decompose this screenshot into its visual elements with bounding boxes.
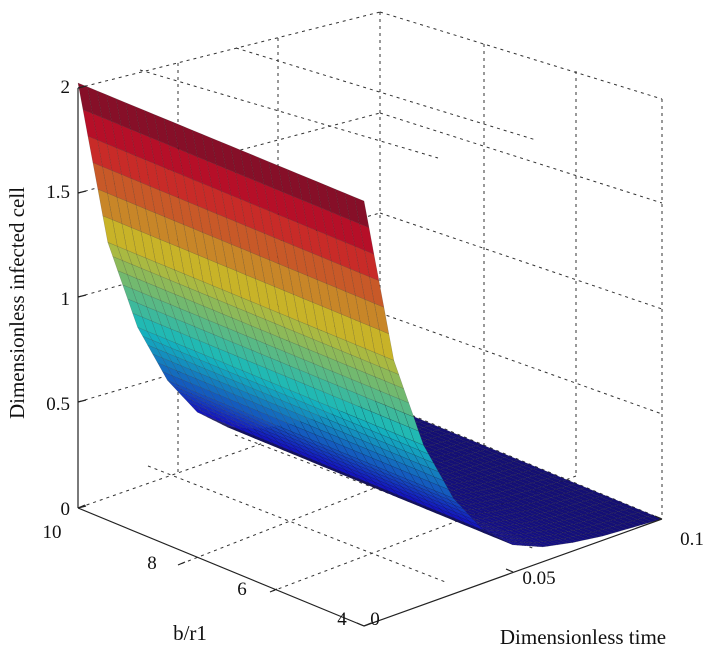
z-tick-1: 1 xyxy=(61,289,71,310)
z-tick-mark-3 xyxy=(77,190,87,194)
z-tick-2: 2 xyxy=(61,77,71,98)
grid-line-12 xyxy=(379,312,663,415)
grid-line-5 xyxy=(77,401,381,509)
z-axis-label: Dimensionless infected cell xyxy=(5,187,29,419)
grid-line-1 xyxy=(379,11,663,100)
y-tick-10: 10 xyxy=(43,522,62,543)
x-tick-0-05: 0.05 xyxy=(522,568,555,589)
z-tick-mark-4 xyxy=(77,85,87,89)
grid-line-22 xyxy=(269,475,577,593)
x-axis-line xyxy=(363,518,663,627)
grid-line-11 xyxy=(379,212,663,310)
y-tick-mark-1 xyxy=(269,588,278,593)
z-tick-1-5: 1.5 xyxy=(46,182,70,203)
axes xyxy=(77,85,663,627)
x-tick-0: 0 xyxy=(370,609,380,630)
y-tick-mark-2 xyxy=(177,561,186,566)
x-tick-mark-2 xyxy=(654,515,663,520)
y-tick-8: 8 xyxy=(147,553,157,574)
z-tick-mark-2 xyxy=(77,294,87,298)
z-tick-mark-1 xyxy=(77,399,87,403)
x-tick-mark-0 xyxy=(356,622,365,627)
x-tick-0-1: 0.1 xyxy=(680,529,704,550)
x-tick-mark-1 xyxy=(505,568,514,573)
z-tick-0: 0 xyxy=(61,499,71,520)
surface-plot xyxy=(77,82,663,548)
y-axis-line xyxy=(77,507,365,627)
z-tick-0-5: 0.5 xyxy=(46,394,70,415)
grid-line-20 xyxy=(147,465,449,584)
y-axis-label: b/r1 xyxy=(173,621,207,645)
y-tick-mark-0 xyxy=(363,622,372,627)
grid-line-21 xyxy=(177,444,485,566)
y-tick-6: 6 xyxy=(237,579,247,600)
x-axis-label: Dimensionless time xyxy=(500,625,666,649)
grid-line-18 xyxy=(139,69,439,159)
surface-patch xyxy=(77,82,93,114)
y-tick-4: 4 xyxy=(337,609,347,630)
grid-line-17 xyxy=(235,47,537,141)
grid-line-10 xyxy=(379,112,663,204)
grid-line-0 xyxy=(77,11,381,89)
y-tick-mark-3 xyxy=(77,504,86,509)
